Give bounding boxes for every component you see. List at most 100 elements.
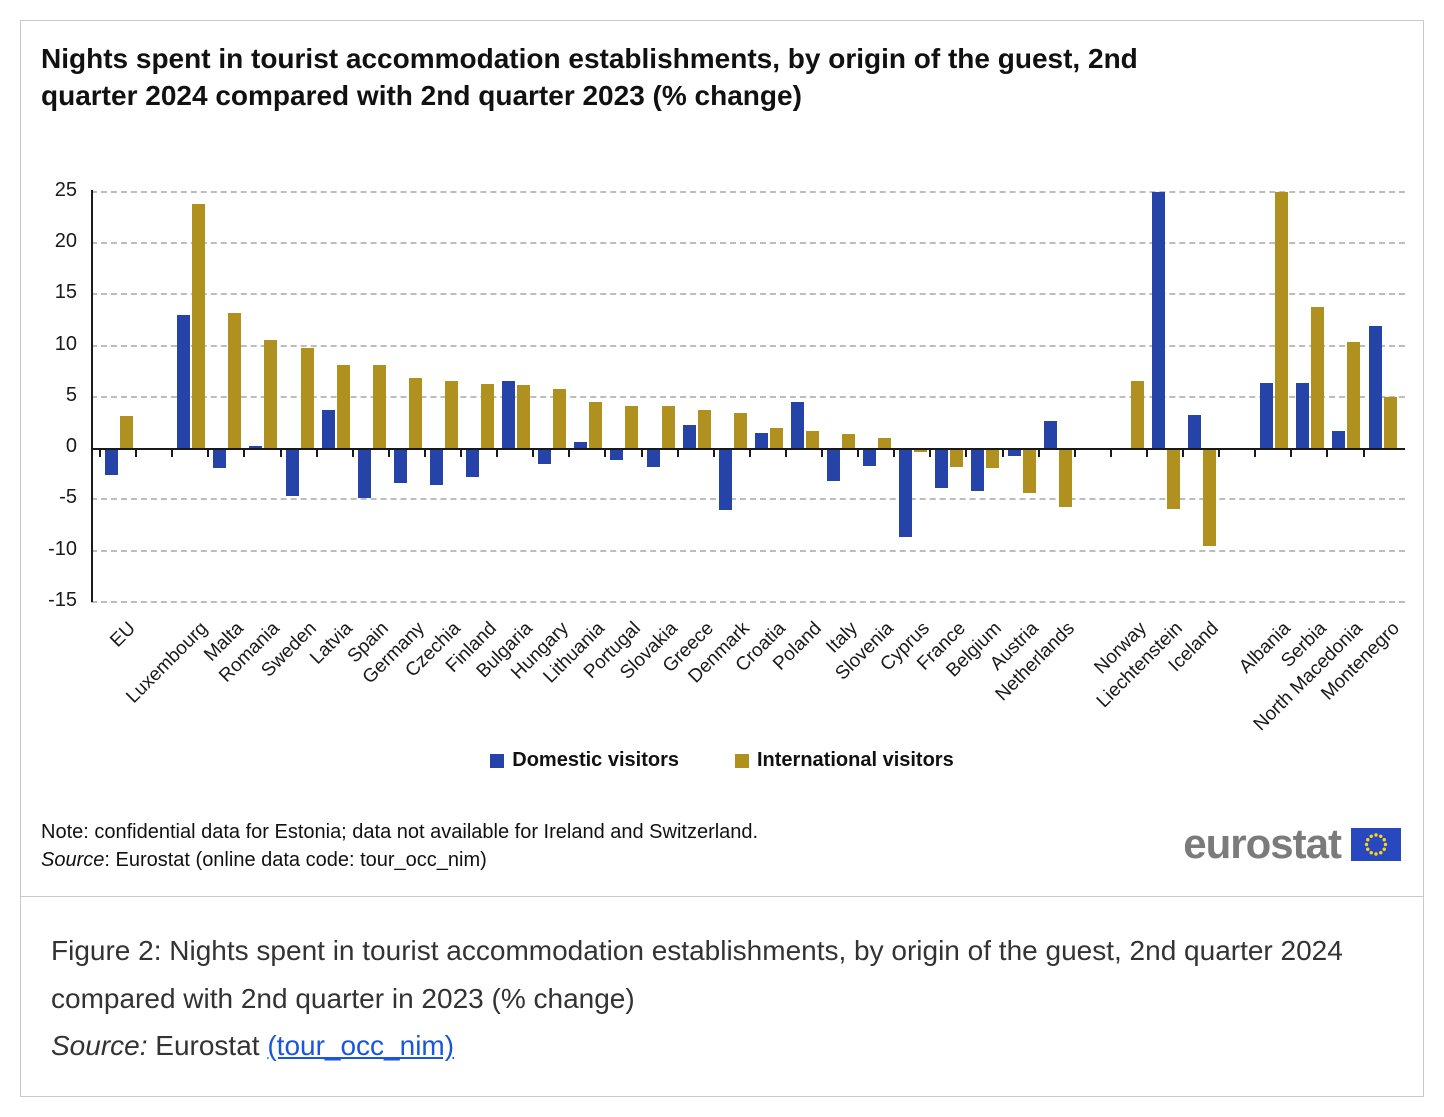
x-axis-tick [1326, 450, 1329, 457]
bar-domestic-lithuania [574, 441, 588, 448]
bar-domestic-latvia [321, 410, 335, 448]
x-axis-tick [676, 450, 679, 457]
y-axis-tick-label: 5 [65, 383, 77, 406]
bar-domestic-north-macedonia [1332, 430, 1346, 448]
bar-domestic-cyprus [899, 450, 913, 538]
x-axis-label: EU [106, 617, 140, 652]
x-axis-tick [1254, 450, 1257, 457]
caption-source: Source: Eurostat (tour_occ_nim) [51, 1022, 1393, 1070]
gridline [91, 600, 1405, 603]
bar-domestic-germany [393, 450, 407, 483]
legend-label-domestic: Domestic visitors [512, 749, 679, 771]
x-axis-tick [279, 450, 282, 457]
x-axis-tick [784, 450, 787, 457]
y-axis-tick-label: -10 [48, 537, 77, 560]
chart-legend: Domestic visitors International visitors [21, 749, 1423, 772]
x-axis-tick [965, 450, 968, 457]
x-axis-tick [1145, 450, 1148, 457]
gridline [91, 190, 1405, 193]
bar-international-serbia [1311, 306, 1325, 448]
y-axis-tick-label: 20 [54, 230, 77, 252]
x-axis-tick [1073, 450, 1076, 457]
x-axis-tick [568, 450, 571, 457]
bar-international-belgium [986, 450, 1000, 469]
tour-occ-nim-link[interactable]: (tour_occ_nim) [267, 1030, 455, 1062]
bar-international-romania [264, 340, 278, 448]
bar-international-bulgaria [517, 385, 531, 448]
bar-international-iceland [1203, 450, 1216, 547]
x-axis-tick [1290, 450, 1293, 457]
bar-domestic-montenegro [1368, 326, 1382, 448]
x-axis-tick [1037, 450, 1040, 457]
x-axis-tick [1001, 450, 1004, 457]
bar-international-spain [372, 364, 386, 448]
y-axis-tick-label: 25 [54, 178, 77, 201]
x-axis-tick [712, 450, 715, 457]
legend-label-international: International visitors [757, 749, 954, 771]
bar-domestic-belgium [971, 450, 985, 491]
source-rest: : Eurostat (online data code: tour_occ_n… [104, 849, 487, 871]
bar-domestic-eu [105, 450, 118, 475]
x-axis-tick [99, 450, 101, 457]
note-text: Note: confidential data for Estonia; dat… [41, 821, 759, 843]
caption-source-label: Source: [51, 1030, 148, 1062]
bar-domestic-bulgaria [502, 381, 516, 448]
y-axis-tick-label: 0 [65, 435, 77, 457]
eurostat-logo: eurostat [1183, 823, 1401, 865]
x-axis-tick [135, 450, 138, 457]
domestic-swatch-icon [490, 753, 505, 768]
y-axis-tick-label: 10 [54, 332, 77, 355]
bar-domestic-albania [1260, 383, 1274, 448]
bar-domestic-luxembourg [177, 314, 191, 448]
caption-block: Figure 2: Nights spent in tourist accomm… [21, 897, 1423, 1096]
legend-item-domestic: Domestic visitors [490, 749, 679, 772]
x-axis-tick [387, 450, 390, 457]
bar-international-luxembourg [192, 204, 206, 448]
x-axis-tick [532, 450, 535, 457]
bar-international-slovenia [878, 437, 892, 448]
bar-international-italy [842, 433, 855, 448]
bar-domestic-serbia [1296, 383, 1310, 448]
bar-international-malta [228, 312, 242, 448]
bar-international-cyprus [914, 450, 928, 453]
eurostat-logo-text: eurostat [1183, 820, 1342, 867]
x-axis-tick [207, 450, 210, 457]
x-axis-tick [1182, 450, 1184, 457]
x-axis-tick [640, 450, 643, 457]
bar-international-liechtenstein [1166, 450, 1180, 510]
gridline [91, 293, 1405, 296]
bar-international-albania [1275, 191, 1289, 448]
gridline [91, 395, 1405, 398]
bar-domestic-sweden [285, 450, 299, 497]
bar-domestic-iceland [1188, 415, 1201, 448]
bar-international-sweden [300, 347, 314, 448]
bar-domestic-slovenia [863, 450, 877, 467]
gridline [91, 242, 1405, 244]
bar-international-lithuania [589, 401, 603, 448]
bar-international-norway [1130, 381, 1144, 448]
bar-international-croatia [769, 427, 783, 448]
bar-domestic-croatia [754, 432, 768, 448]
x-axis-tick [315, 450, 318, 457]
x-axis-tick [460, 450, 462, 457]
y-axis-line [91, 189, 93, 602]
caption-text: Figure 2: Nights spent in tourist accomm… [51, 935, 1343, 1014]
x-axis-tick [351, 450, 354, 457]
x-axis-tick [1109, 450, 1112, 457]
x-axis-tick [748, 450, 751, 457]
bar-international-hungary [553, 388, 567, 448]
chart-figure: Nights spent in tourist accommodation es… [21, 21, 1423, 897]
figure-card: Nights spent in tourist accommodation es… [20, 20, 1424, 1097]
bar-international-austria [1022, 450, 1036, 494]
bar-domestic-italy [827, 450, 840, 481]
bar-domestic-finland [466, 450, 479, 477]
bar-international-latvia [336, 364, 350, 448]
bar-international-germany [408, 378, 422, 448]
x-axis-tick [857, 450, 860, 457]
legend-item-international: International visitors [735, 749, 954, 772]
bar-domestic-romania [249, 445, 263, 448]
bar-international-finland [481, 384, 494, 448]
bar-international-portugal [625, 405, 639, 448]
y-axis-tick-label: 15 [54, 281, 77, 304]
bar-international-france [950, 450, 964, 468]
